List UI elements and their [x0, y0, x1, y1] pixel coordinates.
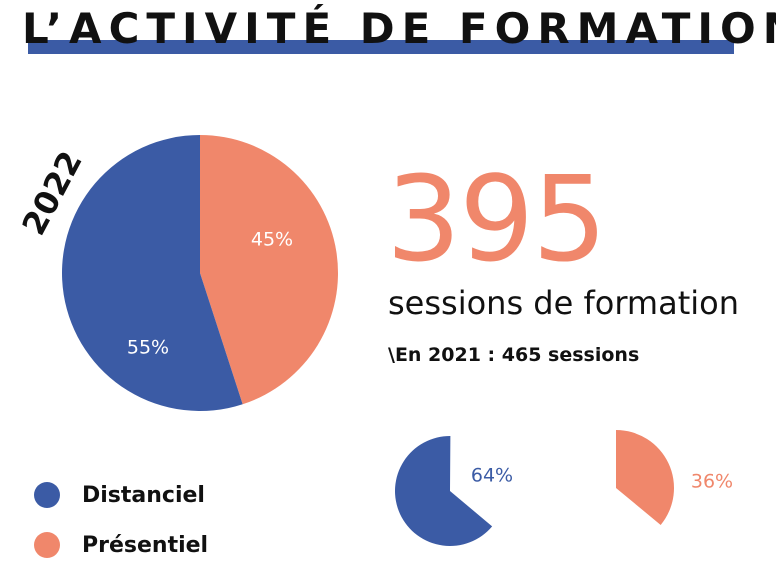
sessions-count: 395: [386, 150, 607, 288]
legend-label-presentiel: Présentiel: [82, 532, 209, 558]
legend-label-distanciel: Distanciel: [82, 482, 205, 508]
distanciel-mini-pie: 64%: [395, 436, 513, 546]
mini-pie-slice-presentiel: [616, 430, 674, 525]
presentiel-mini-pie: 36%: [616, 430, 733, 525]
page-title: L’ACTIVITÉ DE FORMATION: [22, 4, 776, 53]
sessions-label: sessions de formation: [388, 284, 739, 322]
pie-slice-distanciel: [61, 135, 243, 411]
main-pie-chart: 45% 55%: [61, 135, 338, 411]
mini-pie-label-distanciel: 64%: [471, 465, 513, 487]
mini-pie-slice-distanciel: [395, 436, 493, 546]
legend-item-distanciel: Distanciel: [34, 482, 205, 508]
legend-dot-distanciel: [34, 482, 60, 508]
mini-pie-label-presentiel: 36%: [691, 471, 733, 493]
pie-label-presentiel: 45%: [251, 229, 293, 251]
pie-slice-presentiel: [200, 135, 338, 405]
legend-dot-presentiel: [34, 532, 60, 558]
title-underline-bar: [28, 40, 734, 54]
previous-year-note: \En 2021 : 465 sessions: [388, 344, 640, 366]
pie-label-distanciel: 55%: [127, 337, 169, 359]
legend-item-presentiel: Présentiel: [34, 532, 208, 558]
